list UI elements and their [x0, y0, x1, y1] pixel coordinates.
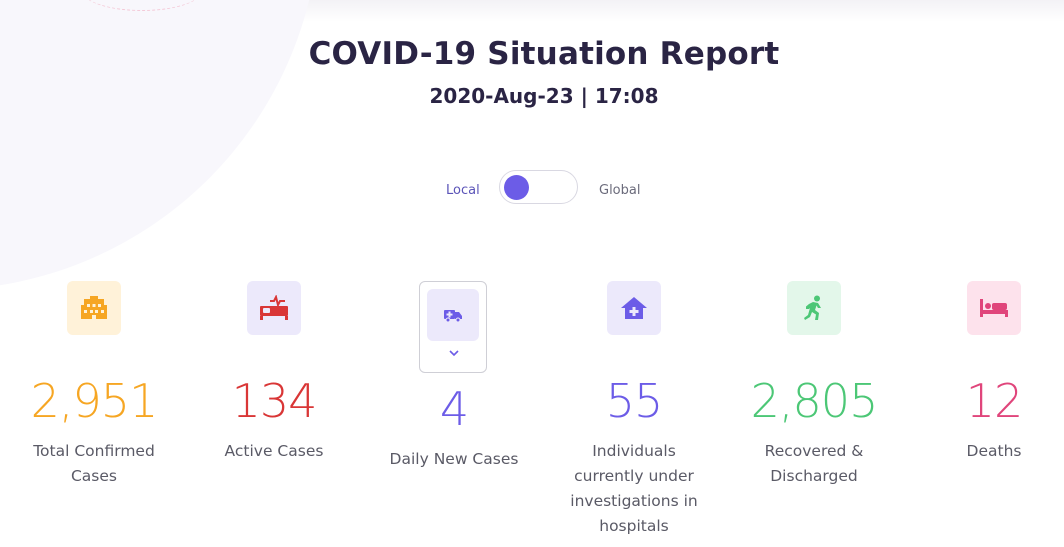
background-arc [82, 0, 202, 11]
stat-label-total-confirmed: Total Confirmed Cases [33, 442, 155, 485]
stat-label-deaths: Deaths [966, 442, 1022, 460]
stat-value-recovered: 2,805 [750, 374, 879, 428]
toggle-label-global[interactable]: Global [599, 183, 641, 198]
chevron-down-icon[interactable] [448, 348, 460, 358]
toggle-knob [504, 175, 529, 200]
medical-house-icon [607, 281, 661, 335]
stat-value-daily-new: 4 [439, 382, 469, 436]
stat-value-active: 134 [231, 374, 318, 428]
stat-value-total-confirmed: 2,951 [30, 374, 159, 428]
toggle-label-local[interactable]: Local [446, 183, 480, 198]
patient-bed-monitor-icon [247, 281, 301, 335]
stat-label-daily-new: Daily New Cases [389, 450, 519, 468]
page-title: COVID-19 Situation Report [308, 36, 780, 72]
local-global-toggle-row: Local Global [0, 170, 1064, 206]
stat-value-under-investigation: 55 [605, 374, 664, 428]
bed-icon [967, 281, 1021, 335]
ambulance-icon [427, 289, 479, 341]
stat-label-under-investigation: Individuals currently under investigatio… [570, 442, 698, 535]
daily-new-expand-card[interactable] [419, 281, 487, 373]
stat-label-recovered: Recovered & Discharged [764, 442, 864, 485]
stat-label-active: Active Cases [224, 442, 324, 460]
running-person-icon [787, 281, 841, 335]
local-global-toggle[interactable] [499, 170, 578, 204]
hospital-building-icon [67, 281, 121, 335]
report-datetime: 2020-Aug-23 | 17:08 [429, 84, 659, 108]
stat-value-deaths: 12 [965, 374, 1024, 428]
